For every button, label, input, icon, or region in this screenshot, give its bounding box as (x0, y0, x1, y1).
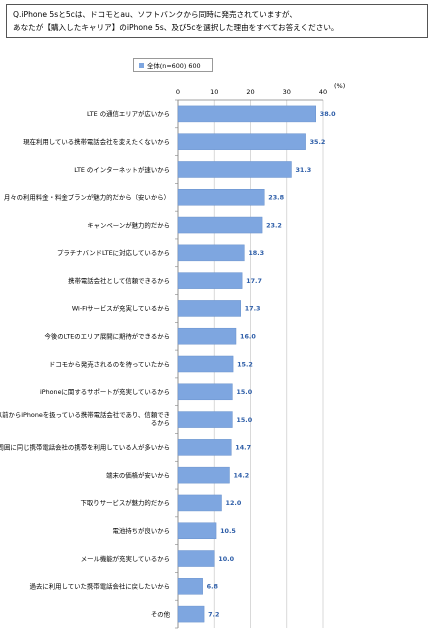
category-label: キャンペーンが魅力的だから (87, 220, 170, 229)
data-label: 38.0 (320, 110, 336, 118)
bar (177, 411, 233, 428)
category-label: 月々の利用料金・料金プランが魅力的だから（安いから） (4, 193, 170, 202)
question-box: Q.iPhone 5sと5cは、ドコモとau、ソフトバンクから同時に発売されてい… (6, 4, 428, 38)
bar (177, 105, 316, 123)
data-label: 16.0 (240, 333, 256, 341)
category-label: iPhoneに関するサポートが充実しているから (40, 387, 170, 396)
category-label: 周囲に同じ携帯電話会社の携帯を利用している人が多いから (0, 443, 170, 452)
data-label: 12.0 (226, 499, 242, 507)
bar (177, 605, 205, 623)
category-label: 端末の価格が安いから (106, 470, 170, 479)
data-label: 23.2 (266, 221, 282, 229)
bar (177, 494, 222, 512)
bar (177, 216, 263, 234)
category-label: プラチナバンドLTEに対応しているから (57, 248, 170, 257)
bar (177, 161, 292, 178)
bar (177, 578, 203, 595)
category-label: LTE のインターネットが速いから (74, 165, 170, 174)
category-label: 以前からiPhoneを扱っている携帯電話会社であり、信頼できるから (0, 410, 170, 427)
data-label: 10.5 (220, 527, 236, 535)
category-label: ドコモから発売されるのを待っていたから (49, 359, 170, 368)
bar (177, 300, 241, 317)
bar (177, 244, 245, 262)
x-tick-label: 0 (176, 88, 180, 96)
question-line-1: Q.iPhone 5sと5cは、ドコモとau、ソフトバンクから同時に発売されてい… (13, 10, 297, 19)
category-label: LTE の通信エリアが広いから (87, 109, 170, 118)
data-label: 17.3 (245, 305, 261, 313)
legend: 全体(n=600) 600 (133, 58, 213, 72)
bar (177, 327, 237, 345)
category-label: メール機能が充実しているから (81, 554, 170, 563)
data-label: 14.2 (233, 471, 249, 479)
category-label: 下取りサービスが魅力的だから (81, 498, 170, 507)
question-line-2: あなたが【購入したキャリア】のiPhone 5s、及び5cを選択した理由をすべて… (13, 22, 339, 32)
bar (177, 189, 265, 206)
bar (177, 550, 215, 567)
bar (177, 355, 234, 373)
category-label: 電池持ちが良いから (112, 526, 170, 535)
x-tick-label: 20 (246, 88, 254, 96)
category-label: 現在利用している携帯電話会社を変えたくないから (23, 137, 170, 146)
bar (177, 383, 233, 401)
data-label: 31.3 (295, 166, 311, 174)
legend-label: 全体(n=600) 600 (147, 61, 201, 70)
unit-label: (%) (334, 82, 345, 90)
data-label: 14.7 (235, 444, 251, 452)
data-label: 6.8 (207, 583, 219, 591)
legend-swatch (139, 62, 144, 68)
data-label: 35.2 (310, 138, 326, 146)
x-tick-label: 10 (210, 88, 218, 96)
bar (177, 133, 306, 150)
bar (177, 522, 217, 539)
category-label: 携帯電話会社として信頼できるから (68, 276, 170, 285)
data-label: 15.0 (236, 416, 252, 424)
category-label: その他 (151, 609, 171, 618)
data-label: 17.7 (246, 277, 262, 285)
category-label: 今後のLTEのエリア展開に期待ができるから (44, 332, 170, 341)
data-label: 15.0 (236, 388, 252, 396)
data-label: 7.2 (208, 610, 219, 618)
data-label: 23.8 (268, 194, 284, 202)
category-label: Wi-Fiサービスが充実しているから (72, 304, 170, 313)
x-tick-label: 40 (319, 88, 327, 96)
data-label: 10.0 (218, 555, 234, 563)
category-label: 過去に利用していた携帯電話会社に戻したいから (30, 582, 170, 591)
bar (177, 466, 230, 484)
x-tick-label: 30 (283, 88, 291, 96)
bar (177, 272, 243, 289)
data-label: 18.3 (248, 249, 264, 257)
data-label: 15.2 (237, 360, 253, 368)
bar (177, 439, 232, 456)
